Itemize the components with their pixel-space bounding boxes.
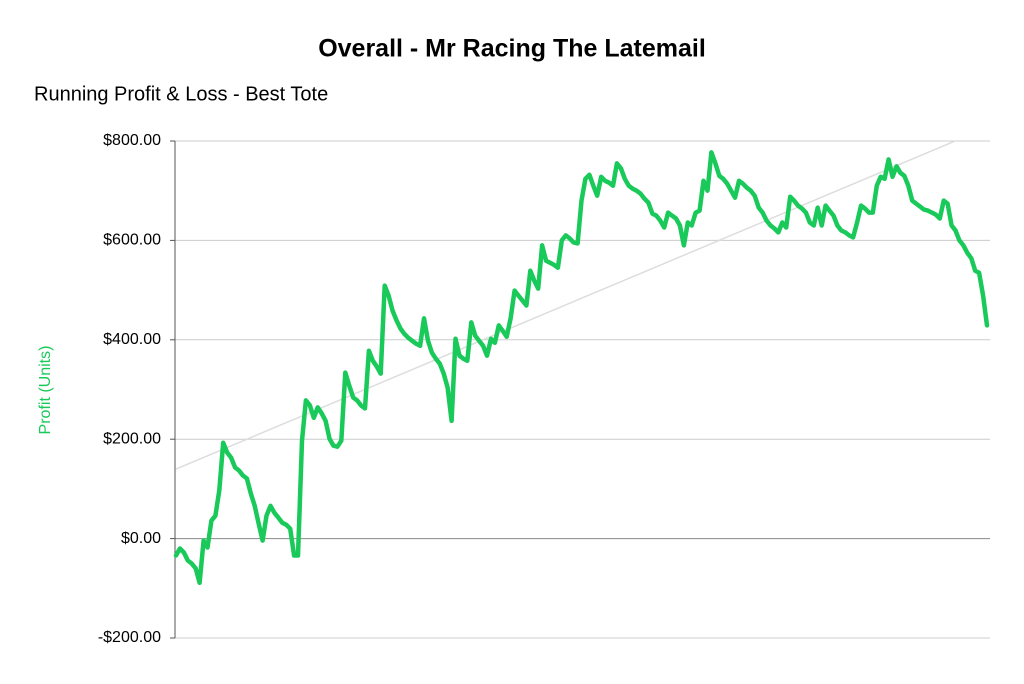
y-tick-label: $200.00 xyxy=(103,430,161,447)
y-tick-label: $600.00 xyxy=(103,232,161,249)
y-axis-label: Profit (Units) xyxy=(37,346,54,435)
y-tick-label: $400.00 xyxy=(103,331,161,348)
y-tick-label: $0.00 xyxy=(121,530,161,547)
profit-line xyxy=(173,150,990,586)
y-tick-label: $800.00 xyxy=(103,132,161,149)
chart-title: Overall - Mr Racing The Latemail xyxy=(318,35,706,63)
trend-line xyxy=(175,141,958,470)
chart-subtitle: Running Profit & Loss - Best Tote xyxy=(34,83,328,105)
y-tick-label: -$200.00 xyxy=(98,629,161,646)
